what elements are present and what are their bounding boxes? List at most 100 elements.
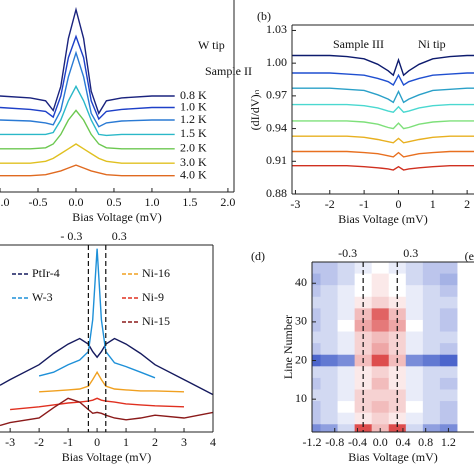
y-axis-label: (dI/dV)ₙ	[248, 89, 262, 130]
heatmap-cell	[439, 366, 458, 379]
heatmap-cell	[312, 331, 322, 344]
x-tick-label: 1.2	[441, 435, 456, 449]
y-tick-label: 0.88	[266, 186, 287, 200]
heatmap-cell	[312, 354, 322, 367]
heatmap-cell	[439, 343, 458, 356]
y-tick-label: 10	[295, 391, 307, 405]
heatmap-cell	[439, 296, 458, 309]
x-tick-label: -1	[63, 435, 73, 449]
heatmap-cell	[439, 319, 458, 333]
y-tick-label: 0.97	[266, 88, 287, 102]
x-tick-label: 0	[395, 197, 401, 211]
data-line	[292, 120, 474, 130]
x-tick-label: 4	[210, 435, 216, 449]
heatmap-cell	[422, 377, 441, 390]
heatmap-cell	[354, 366, 373, 379]
legend-label: PtIr-4	[32, 266, 60, 280]
x-tick-label: 0.8	[418, 435, 433, 449]
heatmap-cell	[422, 331, 441, 344]
legend-label: Ni-16	[142, 266, 170, 280]
heatmap-cell	[388, 389, 407, 402]
heatmap-cell	[388, 366, 407, 379]
legend-label: 0.8 K	[180, 88, 207, 102]
heatmap-cell	[371, 354, 390, 367]
heatmap-cell	[320, 412, 339, 425]
legend-label: 2.0 K	[180, 141, 207, 155]
heatmap-cell	[422, 424, 441, 432]
heatmap-cell	[405, 401, 424, 414]
x-tick-label: -3	[290, 197, 300, 211]
data-line	[292, 165, 474, 171]
heatmap-cell	[337, 412, 356, 425]
panel-label: (d)	[251, 249, 265, 263]
heatmap-cell	[371, 296, 390, 309]
heatmap-cell	[337, 285, 356, 298]
legend-label: 1.5 K	[180, 126, 207, 140]
heatmap-cell	[371, 389, 390, 402]
heatmap-cell	[422, 285, 441, 298]
reference-label: - 0.3	[60, 229, 82, 243]
data-line	[0, 143, 175, 164]
reference-label: 0.3	[112, 229, 127, 243]
heatmap-cell	[312, 308, 322, 321]
data-line	[0, 337, 214, 396]
heatmap-cell	[439, 262, 458, 275]
heatmap-cell	[320, 343, 339, 356]
x-tick-label: 0.4	[395, 435, 410, 449]
x-tick-label: 3	[181, 435, 187, 449]
data-line	[0, 109, 175, 150]
heatmap-cell	[337, 389, 356, 402]
legend-label: W-3	[32, 290, 53, 304]
heatmap-cell	[439, 308, 458, 321]
heatmap-cell	[320, 308, 339, 321]
heatmap-cell	[388, 424, 407, 432]
heatmap-cell	[371, 285, 390, 298]
panel-label: (b)	[257, 9, 271, 23]
reference-label: -0.3	[338, 246, 357, 260]
heatmap-cell	[337, 273, 356, 286]
heatmap	[312, 262, 458, 432]
heatmap-cell	[312, 424, 322, 432]
x-axis-label: Bias Voltage (mV)	[348, 450, 438, 464]
heatmap-cell	[439, 389, 458, 402]
data-line	[0, 397, 214, 427]
heatmap-cell	[337, 331, 356, 344]
x-tick-label: -2	[34, 435, 44, 449]
heatmap-cell	[422, 296, 441, 309]
heatmap-cell	[354, 424, 373, 432]
heatmap-cell	[371, 273, 390, 286]
x-tick-label: -1.2	[303, 435, 322, 449]
heatmap-cell	[320, 331, 339, 344]
heatmap-cell	[405, 319, 424, 333]
heatmap-cell	[354, 262, 373, 275]
annotation: W tip	[198, 38, 225, 52]
x-tick-label: -0.8	[325, 435, 344, 449]
data-line	[0, 84, 175, 137]
y-tick-label: 1.03	[266, 22, 287, 36]
data-line	[292, 87, 474, 104]
heatmap-cell	[405, 285, 424, 298]
heatmap-cell	[388, 285, 407, 298]
heatmap-cell	[439, 377, 458, 390]
y-tick-label: 20	[295, 352, 307, 366]
heatmap-cell	[405, 343, 424, 356]
heatmap-cell	[439, 331, 458, 344]
x-tick-label: -0.4	[348, 435, 367, 449]
x-tick-label: -2	[325, 197, 335, 211]
heatmap-cell	[422, 412, 441, 425]
heatmap-cell	[312, 273, 322, 286]
heatmap-cell	[337, 424, 356, 432]
heatmap-cell	[371, 331, 390, 344]
x-tick-label: 1.5	[182, 195, 197, 209]
heatmap-cell	[320, 389, 339, 402]
x-tick-label: 0	[94, 435, 100, 449]
heatmap-cell	[405, 331, 424, 344]
heatmap-cell	[422, 262, 441, 275]
heatmap-cell	[422, 366, 441, 379]
legend-label: Ni-9	[142, 290, 164, 304]
legend-label: 1.2 K	[180, 112, 207, 126]
heatmap-cell	[320, 354, 339, 367]
heatmap-cell	[320, 273, 339, 286]
heatmap-cell	[422, 273, 441, 286]
